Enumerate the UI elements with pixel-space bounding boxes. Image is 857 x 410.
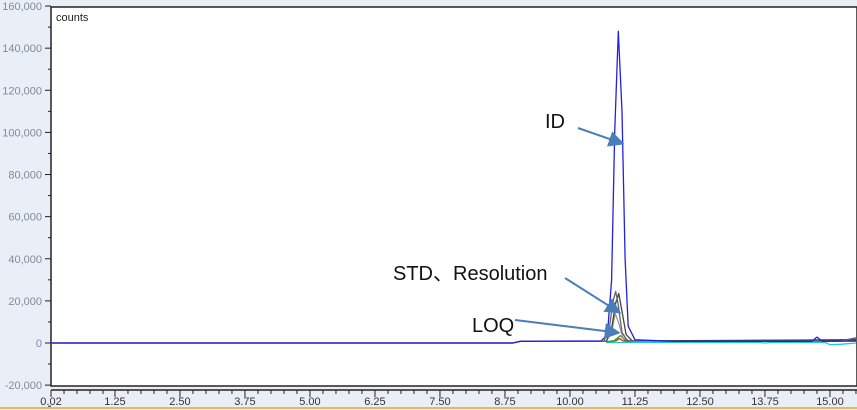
- annotation-label: LOQ: [472, 315, 514, 337]
- y-axis-label: counts: [56, 12, 89, 24]
- x-tick-label: 1.25: [104, 396, 125, 408]
- series-line: [606, 341, 857, 346]
- x-tick-label: 12.50: [686, 396, 714, 408]
- x-tick-label: 6.25: [364, 396, 385, 408]
- x-tick-label: 8.75: [494, 396, 515, 408]
- y-tick-label: -20,000: [5, 380, 42, 392]
- annotation-arrow: [514, 319, 621, 339]
- x-tick-label: 0.02: [40, 396, 61, 408]
- y-tick-label: 40,000: [8, 254, 42, 266]
- annotation-label: STD、Resolution: [393, 263, 548, 285]
- annotation-label: ID: [545, 111, 565, 133]
- x-tick-label: 11.25: [622, 396, 649, 408]
- y-tick-label: 120,000: [2, 85, 42, 97]
- x-tick-label: 7.50: [429, 396, 450, 408]
- y-tick-label: 80,000: [8, 170, 42, 182]
- y-tick-label: 0: [36, 338, 42, 350]
- x-tick-label: 15.00: [816, 396, 844, 408]
- x-tick-label: 5.00: [299, 396, 320, 408]
- x-tick-label: 10.00: [556, 396, 584, 408]
- x-tick-label: 13.75: [751, 396, 779, 408]
- annotation-arrow: [577, 127, 625, 147]
- y-tick-label: 100,000: [2, 127, 42, 139]
- y-tick-label: 160,000: [2, 1, 42, 13]
- series-line: [51, 30, 857, 344]
- x-tick-label: 2.50: [169, 396, 190, 408]
- y-tick-label: 140,000: [2, 43, 42, 55]
- x-tick-label: 3.75: [234, 396, 255, 408]
- annotation-arrow: [564, 277, 622, 314]
- plot-area: [50, 6, 857, 387]
- y-tick-label: 20,000: [8, 296, 42, 308]
- y-tick-label: 60,000: [8, 212, 42, 224]
